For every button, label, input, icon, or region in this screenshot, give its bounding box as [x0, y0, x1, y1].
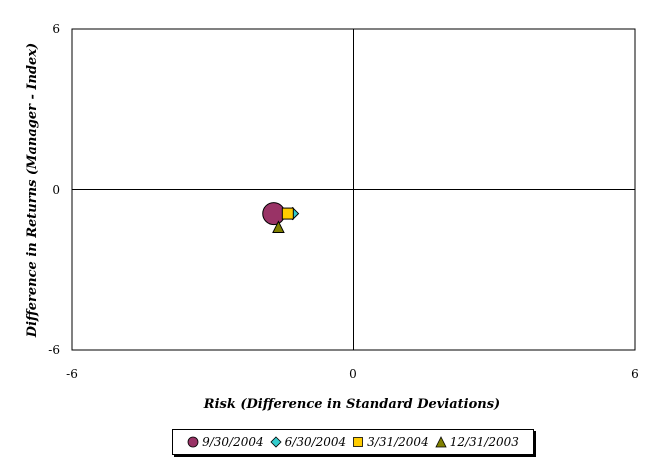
data-point-triangle-12-31-2003 [272, 220, 285, 233]
data-points [262, 202, 300, 233]
data-point-square-3-31-2004 [281, 207, 294, 220]
y-axis-title: Difference in Returns (Manager - Index) [25, 43, 40, 338]
x-tick-left: -6 [66, 367, 78, 381]
legend-label: 9/30/2004 [202, 435, 264, 449]
legend-circle-icon [187, 436, 199, 448]
x-axis-title: Risk (Difference in Standard Deviations) [203, 397, 500, 412]
y-tick-top: 6 [52, 22, 60, 36]
legend-item-9-30-2004: 9/30/2004 [187, 435, 264, 449]
legend-label: 3/31/2004 [367, 435, 429, 449]
y-tick-bottom: -6 [48, 343, 60, 357]
x-tick-mid: 0 [349, 367, 357, 381]
legend-label: 6/30/2004 [284, 435, 347, 449]
legend-square-icon [353, 437, 364, 447]
legend-item-3-31-2004: 3/31/2004 [352, 435, 429, 449]
y-tick-mid: 0 [52, 183, 60, 197]
data-point-circle-9-30-2004 [262, 202, 286, 226]
legend-diamond-icon [270, 436, 282, 448]
x-tick-right: 6 [631, 367, 639, 381]
legend: 9/30/2004 6/30/2004 3/31/2004 12/31/2003 [172, 429, 534, 455]
legend-label: 12/31/2003 [449, 435, 519, 449]
legend-item-12-31-2003: 12/31/2003 [435, 435, 519, 449]
legend-item-6-30-2004: 6/30/2004 [270, 435, 347, 449]
legend-triangle-icon [435, 436, 447, 448]
